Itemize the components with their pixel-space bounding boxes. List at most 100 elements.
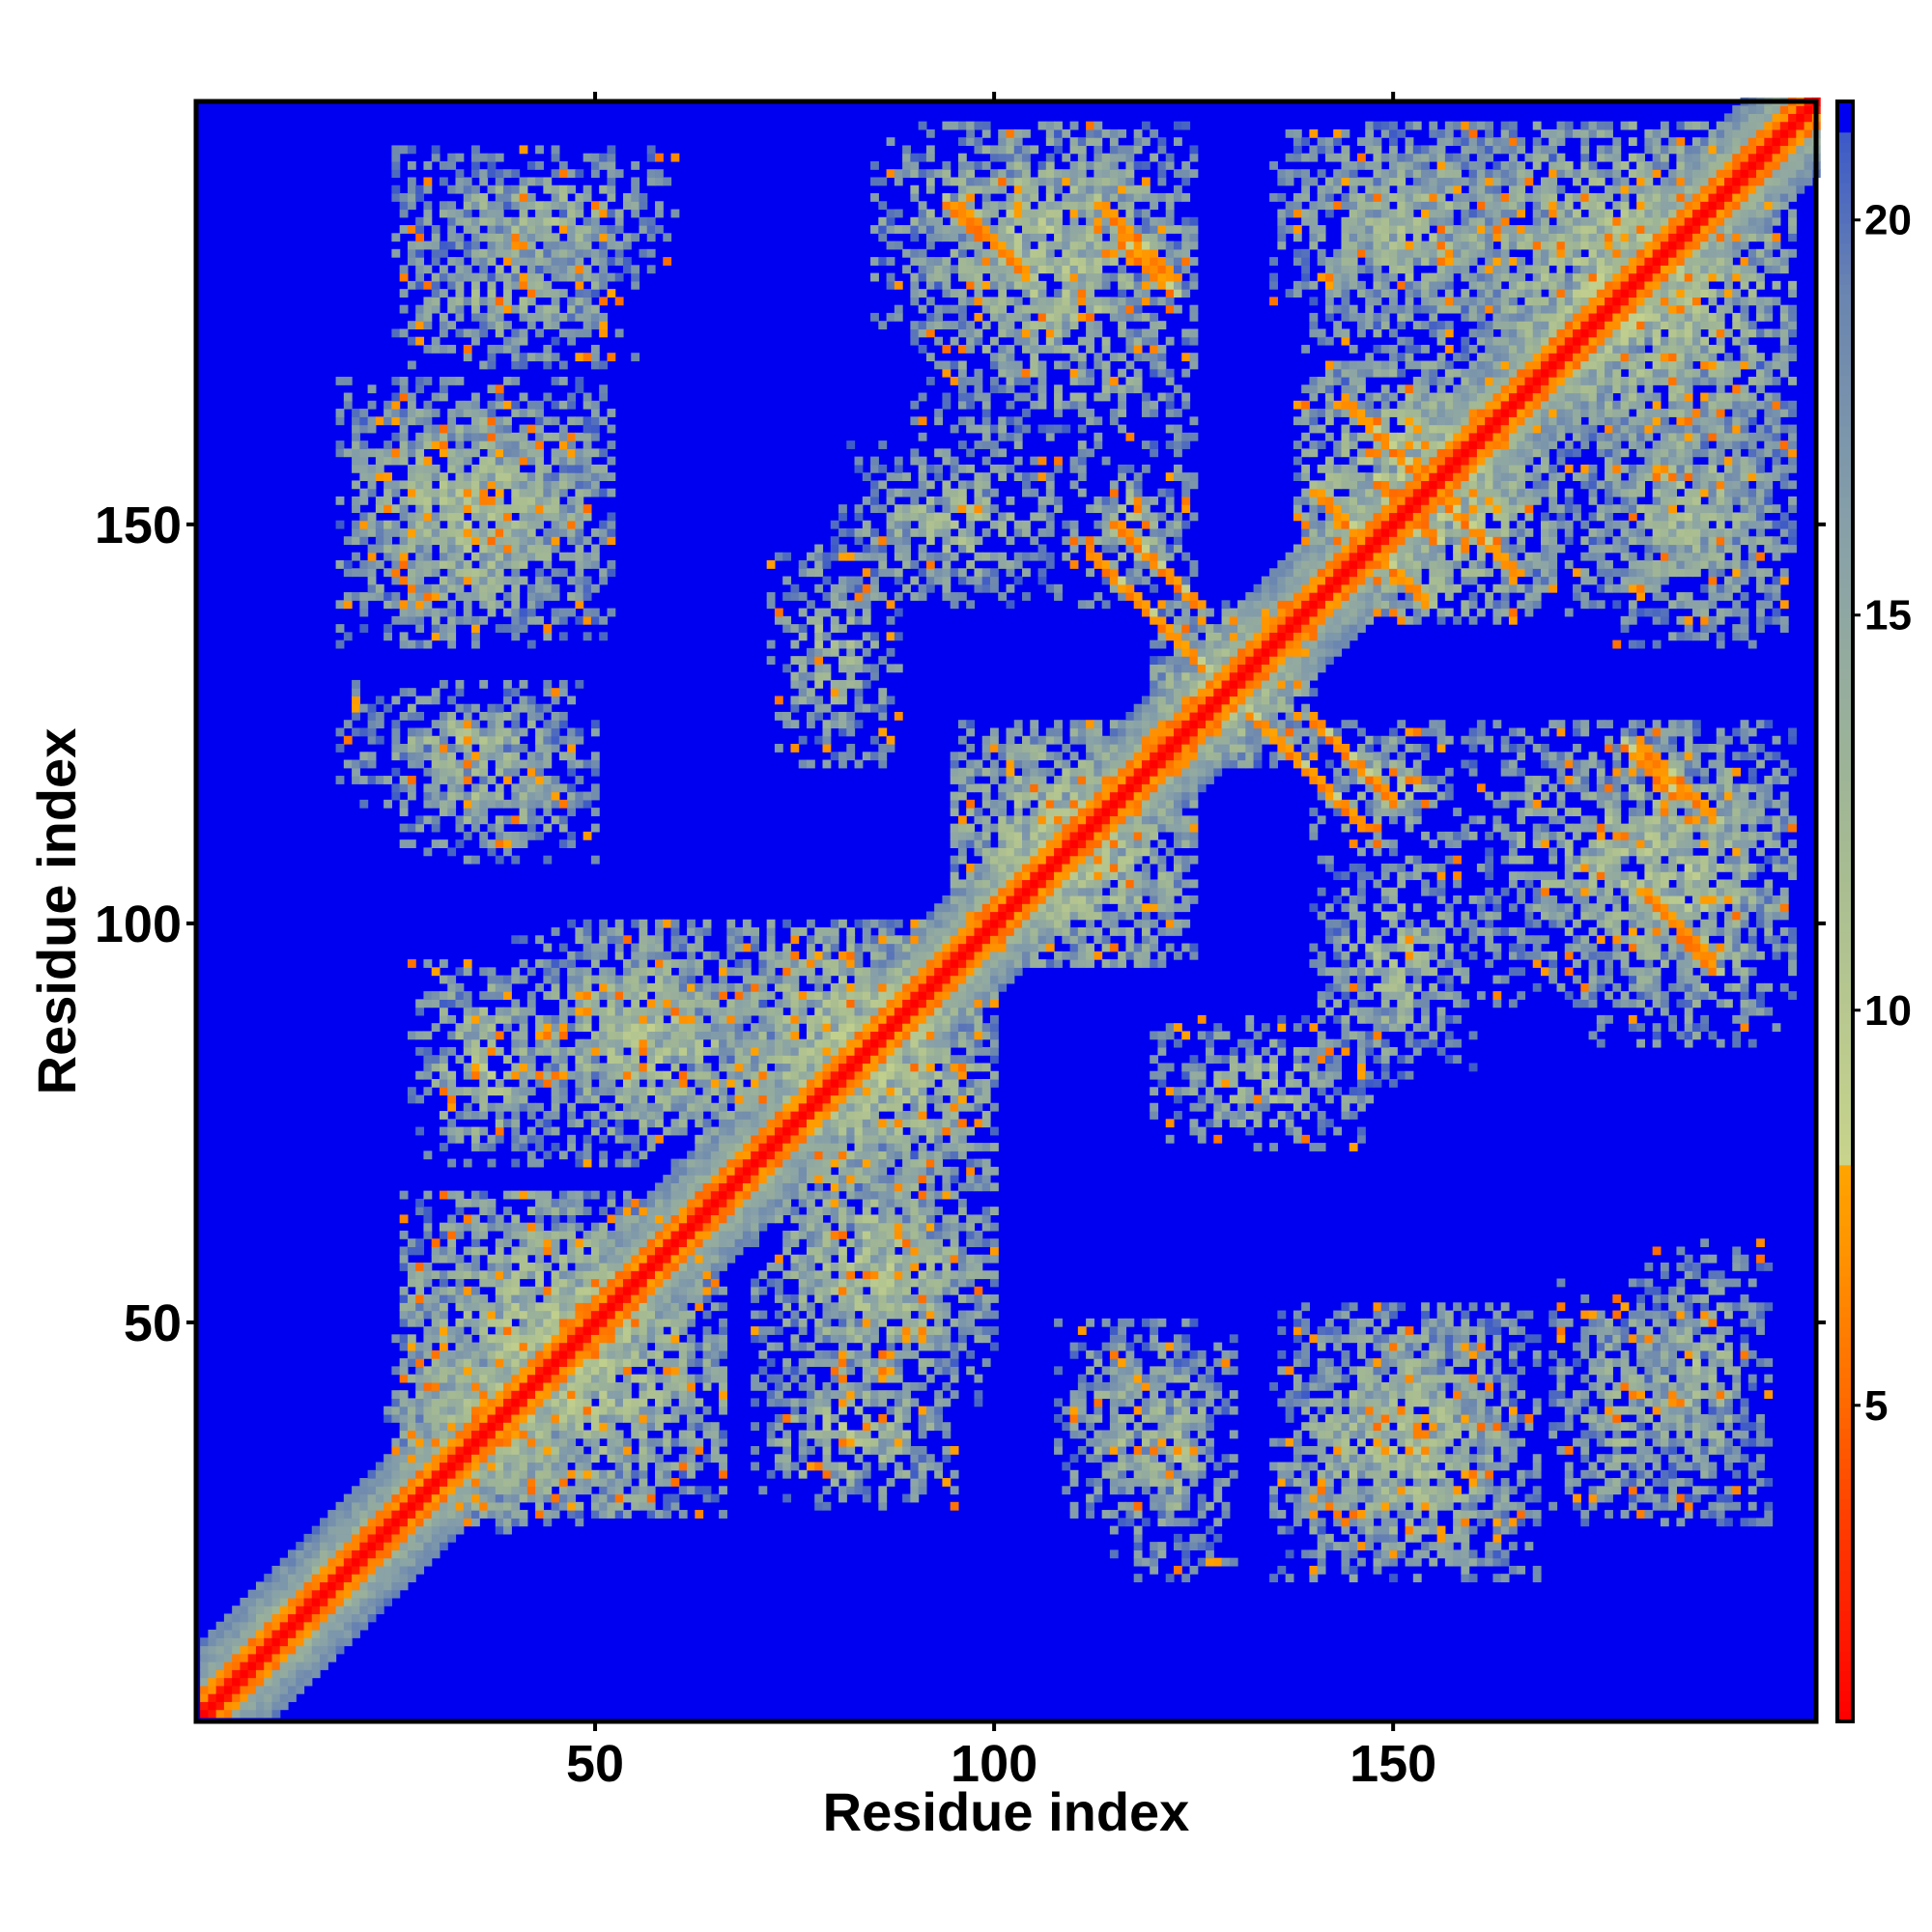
heatmap-cell xyxy=(758,959,768,968)
heatmap-cell xyxy=(774,1381,783,1391)
heatmap-cell xyxy=(622,1462,632,1471)
heatmap-cell xyxy=(359,752,369,761)
heatmap-cell xyxy=(479,815,489,825)
heatmap-cell xyxy=(439,839,448,849)
heatmap-cell xyxy=(806,1278,815,1288)
heatmap-cell xyxy=(431,583,440,593)
heatmap-cell xyxy=(558,1007,568,1016)
heatmap-cell xyxy=(726,1126,736,1136)
heatmap-cell xyxy=(439,1007,448,1016)
heatmap-cell xyxy=(519,560,528,569)
heatmap-cell xyxy=(431,1478,440,1487)
heatmap-cell xyxy=(279,1677,289,1687)
heatmap-cell xyxy=(822,1262,832,1271)
heatmap-cell xyxy=(487,752,497,761)
heatmap-cell xyxy=(463,1102,472,1112)
heatmap-cell xyxy=(487,608,497,617)
heatmap-cell xyxy=(288,1662,297,1670)
heatmap-cell xyxy=(495,568,504,578)
heatmap-cell xyxy=(782,552,792,561)
heatmap-cell xyxy=(407,1525,416,1535)
heatmap-cell xyxy=(551,1326,560,1335)
heatmap-cell xyxy=(758,1198,768,1208)
heatmap-cell xyxy=(399,1501,409,1511)
heatmap-cell xyxy=(455,783,465,793)
heatmap-cell xyxy=(359,560,369,569)
heatmap-cell xyxy=(431,1542,440,1550)
heatmap-cell xyxy=(790,1462,800,1471)
heatmap-cell xyxy=(806,1207,815,1216)
heatmap-cell xyxy=(375,1518,384,1527)
heatmap-cell xyxy=(479,1078,489,1088)
heatmap-cell xyxy=(447,1238,457,1248)
heatmap-cell xyxy=(471,576,480,585)
heatmap-cell xyxy=(567,1214,576,1224)
heatmap-cell xyxy=(582,1374,592,1383)
heatmap-cell xyxy=(463,1222,472,1232)
heatmap-cell xyxy=(790,1254,800,1264)
heatmap-cell xyxy=(255,1677,265,1687)
heatmap-cell xyxy=(551,744,560,753)
heatmap-cell xyxy=(423,1334,433,1344)
heatmap-cell xyxy=(455,488,465,497)
heatmap-cell xyxy=(646,1014,656,1024)
heatmap-cell xyxy=(646,1334,656,1344)
heatmap-cell xyxy=(352,480,360,490)
heatmap-cell xyxy=(519,1063,528,1072)
heatmap-cell xyxy=(471,1270,480,1280)
heatmap-cell xyxy=(575,1254,584,1264)
heatmap-cell xyxy=(495,512,504,522)
heatmap-cell xyxy=(806,935,815,945)
heatmap-cell xyxy=(806,759,815,769)
heatmap-cell xyxy=(646,1374,656,1383)
heatmap-cell xyxy=(471,615,480,625)
heatmap-cell xyxy=(567,1222,576,1232)
heatmap-cell xyxy=(343,560,353,569)
heatmap-cell xyxy=(782,943,792,952)
heatmap-cell xyxy=(439,265,448,274)
heatmap-cell xyxy=(614,1126,624,1136)
heatmap-cell xyxy=(687,1046,696,1056)
heatmap-cell xyxy=(622,1087,632,1096)
heatmap-cell xyxy=(622,1055,632,1065)
heatmap-cell xyxy=(646,169,656,179)
heatmap-cell xyxy=(614,1254,624,1264)
heatmap-cell xyxy=(582,424,592,434)
heatmap-cell xyxy=(774,1374,783,1383)
heatmap-cell xyxy=(543,967,553,977)
heatmap-cell xyxy=(622,1111,632,1120)
heatmap-cell xyxy=(423,1557,433,1567)
heatmap-cell xyxy=(407,1238,416,1248)
heatmap-cell xyxy=(208,1709,217,1719)
heatmap-cell xyxy=(663,1381,672,1391)
heatmap-cell xyxy=(551,1046,560,1056)
heatmap-cell xyxy=(567,209,576,218)
heatmap-cell xyxy=(646,1390,656,1400)
heatmap-cell xyxy=(526,703,536,713)
heatmap-cell xyxy=(631,265,640,274)
heatmap-cell xyxy=(567,744,576,753)
heatmap-cell xyxy=(487,1358,497,1367)
heatmap-cell xyxy=(766,1087,776,1096)
heatmap-cell xyxy=(247,1669,257,1679)
heatmap-cell xyxy=(335,1549,345,1559)
heatmap-cell xyxy=(391,735,401,745)
heatmap-cell xyxy=(335,1613,345,1623)
heatmap-cell xyxy=(567,336,576,346)
heatmap-cell xyxy=(439,735,448,745)
heatmap-cell xyxy=(782,664,792,673)
heatmap-cell xyxy=(511,1254,521,1264)
heatmap-cell xyxy=(646,999,656,1009)
heatmap-cell xyxy=(495,416,504,426)
heatmap-cell xyxy=(439,1493,448,1503)
heatmap-cell xyxy=(479,464,489,473)
heatmap-cell xyxy=(415,1238,425,1248)
heatmap-cell xyxy=(663,1358,672,1367)
heatmap-cell xyxy=(806,1134,815,1144)
heatmap-cell xyxy=(407,416,416,426)
heatmap-cell xyxy=(503,735,512,745)
heatmap-cell xyxy=(806,1190,815,1200)
heatmap-cell xyxy=(455,1525,465,1535)
heatmap-cell xyxy=(367,1557,377,1567)
heatmap-cell xyxy=(415,1510,425,1519)
